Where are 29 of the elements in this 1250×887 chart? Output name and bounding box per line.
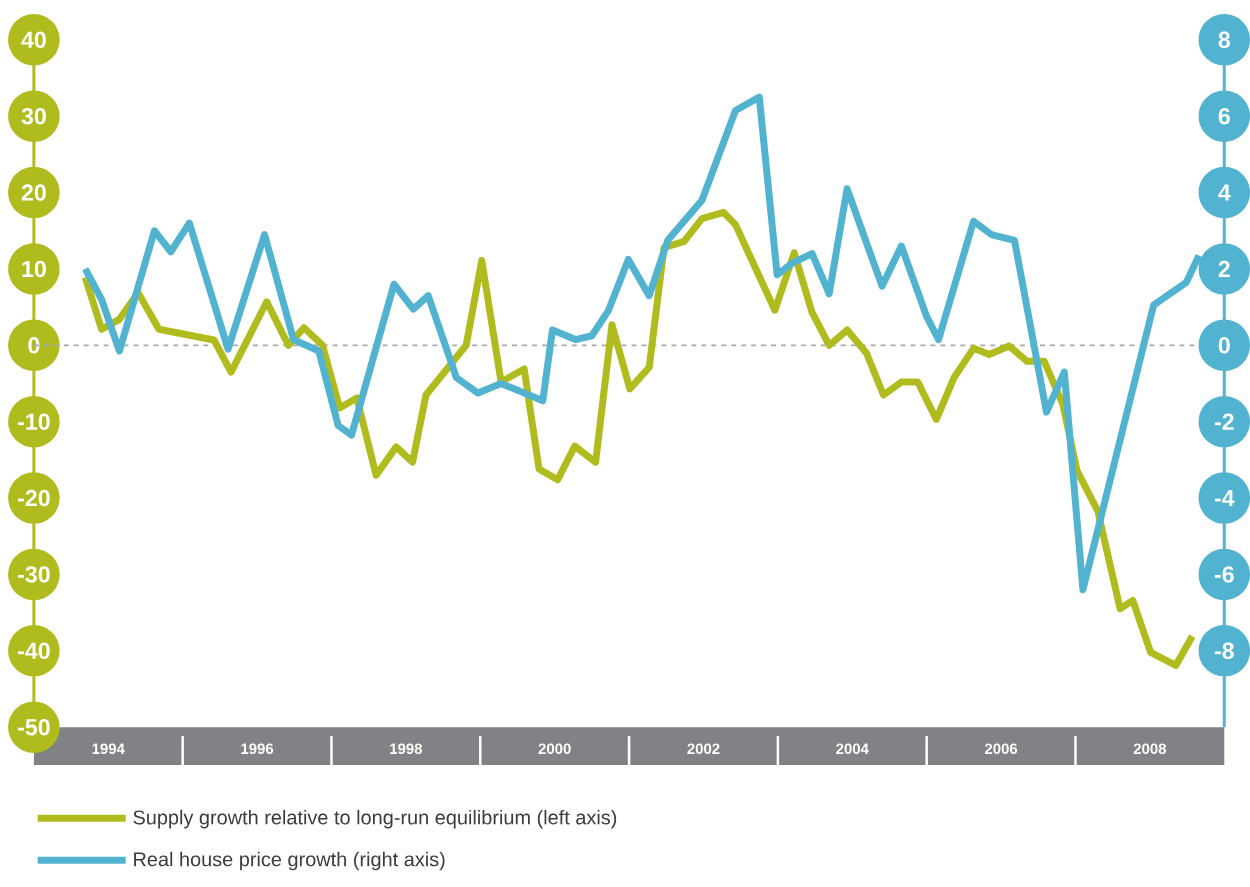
y-tick-label: 0 xyxy=(28,337,40,354)
y2-tick-label: 6 xyxy=(1218,108,1230,125)
y2-tick-label: -6 xyxy=(1214,566,1234,583)
y-tick-label: -50 xyxy=(17,719,50,736)
y2-tick-label: 4 xyxy=(1218,184,1231,201)
x-tick-label: 2004 xyxy=(836,743,869,755)
x-tick-label: 1998 xyxy=(390,743,423,755)
y-tick-label: 10 xyxy=(22,260,46,278)
x-tick-label: 2006 xyxy=(984,743,1018,755)
y-tick-label: -30 xyxy=(17,566,50,583)
legend-label: Supply growth relative to long-run equilibrium (left axis) xyxy=(133,810,617,829)
y-tick-label: -20 xyxy=(17,490,50,507)
y-tick-label: 30 xyxy=(21,108,46,125)
y2-tick-label: 0 xyxy=(1218,337,1230,354)
y2-tick-label: -8 xyxy=(1214,642,1234,660)
x-tick-label: 2000 xyxy=(538,743,571,755)
y-tick-label: -40 xyxy=(17,642,50,660)
y-tick-label: 40 xyxy=(21,31,46,49)
x-tick-label: 2002 xyxy=(687,743,720,755)
y-tick-label: -10 xyxy=(17,413,50,431)
y2-tick-label: -2 xyxy=(1214,413,1234,431)
y2-tick-label: 2 xyxy=(1218,261,1230,278)
x-tick-label: 2008 xyxy=(1133,743,1167,755)
x-tick-label: 1994 xyxy=(92,743,125,755)
y2-tick-label: 8 xyxy=(1218,31,1231,49)
x-tick-label: 1996 xyxy=(241,743,274,755)
y-tick-label: 20 xyxy=(21,184,46,202)
legend-label: Real house price growth (right axis) xyxy=(134,851,445,871)
y2-tick-label: -4 xyxy=(1214,490,1235,507)
